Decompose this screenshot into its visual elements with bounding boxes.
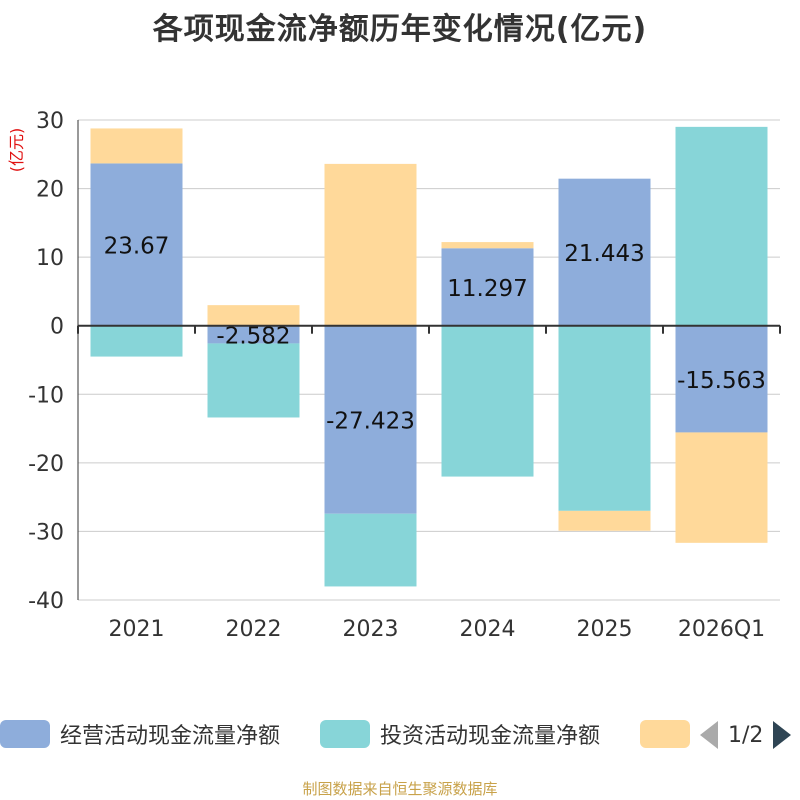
legend-pager: 1/2 — [700, 720, 792, 750]
y-tick-label: -20 — [28, 452, 64, 477]
x-tick-label: 2023 — [343, 617, 399, 642]
data-label: -15.563 — [677, 368, 766, 394]
bar-0-2022 — [207, 325, 300, 344]
legend: 经营活动现金流量净额 投资活动现金流量净额 1/2 — [0, 712, 800, 756]
x-tick-label: 2024 — [460, 617, 516, 642]
data-label: 11.297 — [447, 276, 527, 302]
legend-item-financing[interactable] — [640, 718, 700, 750]
source-footer: 制图数据来自恒生聚源数据库 — [302, 780, 498, 798]
bar-0-2024 — [441, 248, 534, 326]
bar-2-2024 — [441, 242, 534, 249]
y-tick-label: -40 — [28, 589, 64, 614]
bar-1-2026Q1 — [675, 126, 768, 326]
data-label: 23.67 — [104, 234, 170, 260]
bar-2-2021 — [90, 128, 183, 164]
x-tick-label: 2021 — [109, 617, 165, 642]
bar-0-2025 — [558, 178, 651, 326]
bar-0-2023 — [324, 325, 417, 514]
bar-1-2024 — [441, 325, 534, 477]
legend-swatch — [0, 720, 50, 748]
y-tick-label: 20 — [36, 178, 64, 203]
data-label: 21.443 — [564, 241, 644, 267]
y-tick-label: 10 — [36, 246, 64, 271]
chevron-left-icon[interactable] — [700, 721, 718, 749]
pager-text: 1/2 — [728, 722, 764, 748]
x-tick-label: 2026Q1 — [678, 617, 765, 642]
bar-1-2022 — [207, 343, 300, 418]
bar-2-2022 — [207, 305, 300, 326]
bar-2-2026Q1 — [675, 432, 768, 543]
bar-0-2021 — [90, 163, 183, 326]
x-tick-label: 2025 — [577, 617, 633, 642]
data-label: -2.582 — [216, 324, 290, 350]
bar-1-2023 — [324, 513, 417, 587]
bar-2-2023 — [324, 163, 417, 326]
x-tick-label: 2022 — [226, 617, 282, 642]
y-tick-label: 0 — [50, 315, 64, 340]
chart-title: 各项现金流净额历年变化情况(亿元) — [152, 12, 648, 47]
bar-1-2021 — [90, 325, 183, 357]
bar-0-2026Q1 — [675, 325, 768, 433]
bar-1-2025 — [558, 325, 651, 511]
legend-label: 经营活动现金流量净额 — [60, 724, 281, 749]
legend-item-investing[interactable]: 投资活动现金流量净额 — [320, 718, 600, 750]
legend-swatch — [320, 720, 370, 748]
y-axis-label: (亿元) — [7, 128, 26, 173]
stacked-bar-chart: 30 20 10 0 -10 -20 -30 -40 (亿元) 23.67 -2.582 -27.42… — [7, 109, 781, 642]
legend-swatch — [640, 720, 690, 748]
legend-item-operating[interactable]: 经营活动现金流量净额 — [0, 718, 280, 750]
bar-2-2025 — [558, 510, 651, 531]
data-label: -27.423 — [326, 409, 415, 435]
y-tick-label: -30 — [28, 520, 64, 545]
legend-label: 投资活动现金流量净额 — [380, 724, 601, 749]
chevron-right-icon[interactable] — [773, 721, 792, 749]
y-tick-label: -10 — [28, 383, 64, 408]
y-tick-label: 30 — [36, 109, 64, 134]
